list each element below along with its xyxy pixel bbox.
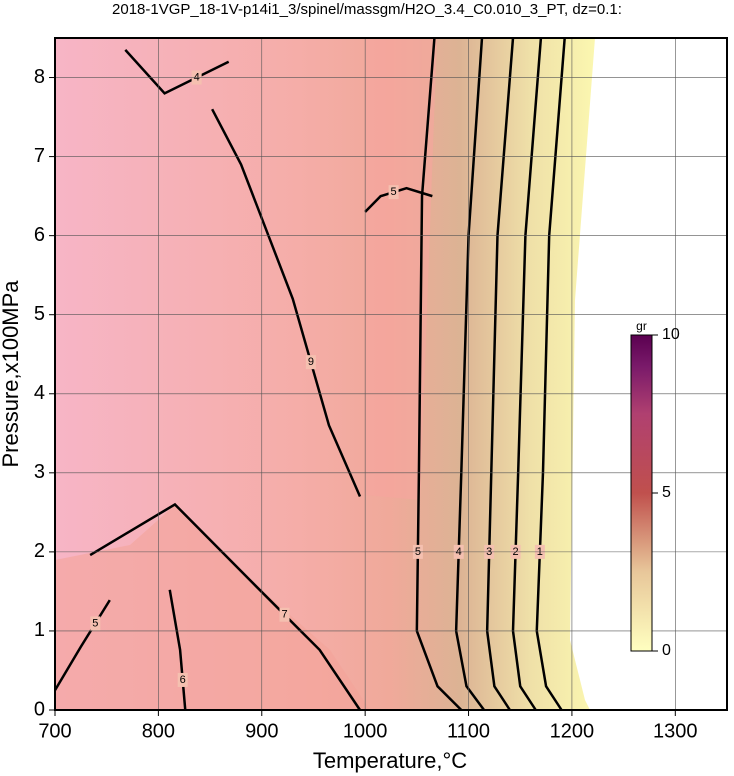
contour-line (168, 589, 187, 711)
colorbar-tick-label: 5 (662, 484, 671, 501)
contour-line (89, 502, 362, 711)
y-tick-label: 3 (34, 461, 45, 483)
y-tick-label: 7 (34, 145, 45, 167)
y-axis-label: Pressure,x100MPa (0, 280, 23, 468)
colorbar-label: gr (636, 319, 647, 333)
colorbar-tick-label: 10 (662, 326, 680, 343)
x-tick-label: 1300 (653, 720, 698, 742)
y-tick-label: 5 (34, 303, 45, 325)
y-tick-label: 4 (34, 382, 45, 404)
contour-label: 7 (281, 609, 287, 621)
contour-label: 5 (92, 617, 98, 629)
contour-label-bg (177, 672, 188, 687)
plot-frame (54, 37, 728, 711)
contour-label-bg (388, 185, 399, 200)
x-tick-label: 1000 (343, 720, 388, 742)
y-tick-label: 6 (34, 224, 45, 246)
colorbar-tick-label: 0 (662, 642, 671, 659)
y-tick-label: 8 (34, 66, 45, 88)
contour-label-bg (90, 616, 101, 631)
x-tick-label: 700 (38, 720, 71, 742)
contour-line (211, 108, 362, 498)
field-shade (55, 505, 370, 710)
x-tick-label: 1100 (447, 720, 490, 742)
y-tick-label: 1 (34, 619, 45, 641)
y-tick-label: 0 (34, 698, 45, 720)
contour-label-bg (305, 355, 316, 370)
y-tick-label: 2 (34, 540, 45, 562)
contour-label: 9 (308, 356, 314, 368)
contour-line (124, 49, 230, 95)
contour-line (53, 599, 111, 691)
chart-title: 2018-1VGP_18-1V-p14i1_3/spinel/massgm/H2… (112, 1, 622, 18)
colorbar (630, 334, 653, 652)
contour-label: 5 (391, 186, 397, 198)
x-axis-label: Temperature,°C (313, 748, 467, 773)
x-tick-label: 900 (245, 720, 278, 742)
contour-label: 6 (180, 674, 186, 686)
x-tick-label: 1200 (550, 720, 595, 742)
contour-label-bg (279, 607, 290, 622)
x-tick-label: 800 (142, 720, 175, 742)
